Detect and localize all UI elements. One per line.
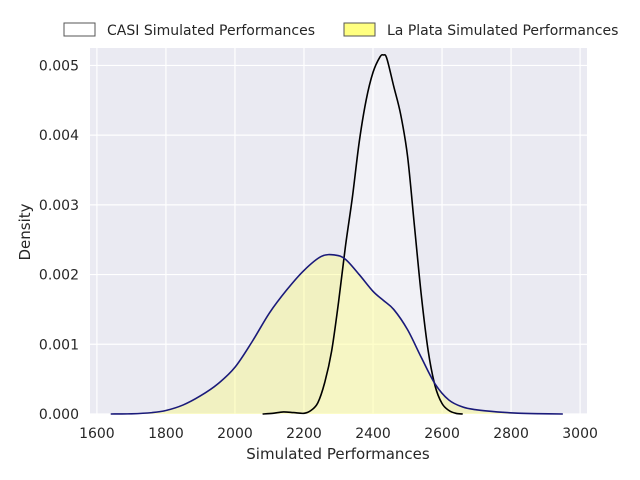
density-lines — [110, 53, 563, 415]
grid-lines — [90, 48, 587, 415]
y-tick-label: 0.005 — [39, 58, 79, 74]
x-axis-title: Simulated Performances — [246, 445, 430, 463]
legend-label-laplata: La Plata Simulated Performances — [387, 23, 618, 39]
y-tick-label: 0.002 — [39, 268, 79, 284]
x-tick-label: 2800 — [493, 426, 529, 442]
density-fill-laplata — [110, 254, 563, 414]
y-tick-label: 0.003 — [39, 198, 79, 214]
density-line-laplata — [110, 253, 563, 415]
legend-swatch-casi — [63, 22, 96, 37]
x-axis-ticks: 1600 1800 2000 2200 2400 2600 2800 3000 — [79, 426, 598, 442]
y-axis-title: Density — [16, 203, 34, 260]
x-tick-label: 2200 — [286, 426, 322, 442]
y-tick-label: 0.000 — [39, 407, 79, 423]
x-tick-label: 2600 — [424, 426, 460, 442]
density-line-casi — [262, 53, 463, 415]
x-tick-label: 3000 — [562, 426, 598, 442]
x-tick-label: 1600 — [79, 426, 115, 442]
x-tick-label: 2000 — [217, 426, 253, 442]
plot-background — [90, 48, 587, 414]
legend-swatch-laplata — [343, 22, 376, 37]
density-fill-casi — [262, 54, 463, 414]
y-tick-label: 0.001 — [39, 337, 79, 353]
y-tick-label: 0.004 — [39, 128, 79, 144]
legend: CASI Simulated Performances La Plata Sim… — [63, 22, 618, 39]
density-fills — [110, 54, 563, 414]
x-tick-label: 2400 — [355, 426, 391, 442]
y-axis-ticks: 0.000 0.001 0.002 0.003 0.004 0.005 — [39, 58, 79, 423]
x-tick-label: 1800 — [148, 426, 184, 442]
legend-label-casi: CASI Simulated Performances — [107, 23, 315, 39]
